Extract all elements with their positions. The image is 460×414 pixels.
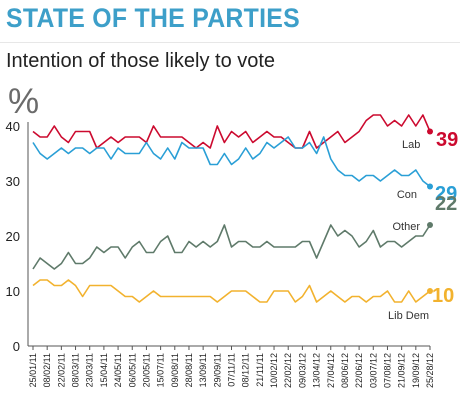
x-tick-label: 08/06/12 (340, 353, 350, 388)
x-tick-label: 07/08/12 (382, 353, 392, 388)
series-end-value-other: 22 (435, 193, 457, 215)
series-name-lib-dem: Lib Dem (388, 310, 429, 322)
series-end-value-lib-dem: 10 (432, 285, 454, 307)
series-endpoint-con (427, 183, 433, 190)
x-tick-label: 23/03/11 (85, 353, 95, 387)
chart-subtitle: Intention of those likely to vote (6, 50, 276, 72)
x-tick-label: 19/09/12 (411, 353, 421, 388)
x-tick-labels: 25/01/11 08/02/11 22/02/11 08/03/11 23/03/11… (28, 353, 435, 388)
y-tick-labels: 0 10 20 30 40 (6, 119, 20, 354)
x-tick-label: 24/05/11 (113, 353, 123, 387)
x-tick-label: 22/02/12 (283, 353, 293, 388)
y-tick-label: 30 (6, 174, 20, 189)
x-tick-label: 13/09/11 (198, 353, 208, 387)
series-line-lab (32, 114, 431, 149)
series-endpoint-lib-dem (427, 288, 433, 294)
y-axis-unit: % (8, 82, 40, 121)
series-name-lab: Lab (402, 139, 420, 151)
series-endpoint-lab (427, 128, 433, 135)
y-tick-label: 10 (6, 284, 20, 299)
x-tick-label: 08/12/11 (241, 353, 251, 387)
series-lines (32, 114, 433, 303)
x-tick-label: 03/07/12 (368, 353, 378, 388)
series-end-value-con: 29 (435, 183, 457, 205)
x-tick-label: 22/02/11 (56, 353, 66, 387)
series-line-other (32, 224, 431, 270)
series-line-lib-dem (32, 279, 431, 303)
x-tick-label: 29/09/11 (212, 353, 222, 387)
series-end-value-lab: 39 (436, 129, 458, 151)
x-tick-label: 25/01/11 (28, 353, 38, 387)
chart-title: STATE OF THE PARTIES (6, 3, 300, 33)
y-tick-label: 0 (13, 339, 20, 354)
x-tick-label: 25/28/12 (425, 353, 435, 388)
x-tick-label: 08/03/11 (71, 353, 81, 387)
series-endpoint-other (427, 222, 433, 228)
x-tick-label: 22/06/12 (354, 353, 364, 388)
x-tick-label: 13/04/12 (312, 353, 322, 388)
x-tick-label: 21/11/11 (255, 353, 265, 387)
x-tick-label: 06/05/11 (127, 353, 137, 387)
x-tick-label: 20/05/11 (141, 353, 151, 387)
x-tick-label: 15/04/11 (99, 353, 109, 387)
series-line-con (32, 136, 431, 188)
x-tick-label: 15/07/11 (156, 353, 166, 387)
series-name-other: Other (392, 221, 420, 233)
x-tick-label: 28/08/11 (184, 353, 194, 387)
x-tick-label: 10/02/12 (269, 353, 279, 388)
y-tick-label: 20 (6, 229, 20, 244)
x-tick-label: 27/04/12 (326, 353, 336, 388)
x-tick-label: 09/03/12 (297, 353, 307, 388)
axes (27, 122, 431, 350)
series-name-con: Con (397, 189, 417, 201)
x-tick-label: 21/09/12 (397, 353, 407, 388)
x-tick-label: 09/08/11 (170, 353, 180, 387)
title-divider (0, 42, 460, 43)
x-tick-label: 07/11/11 (227, 353, 237, 387)
x-tick-label: 08/02/11 (42, 353, 52, 387)
y-tick-label: 40 (6, 119, 20, 134)
